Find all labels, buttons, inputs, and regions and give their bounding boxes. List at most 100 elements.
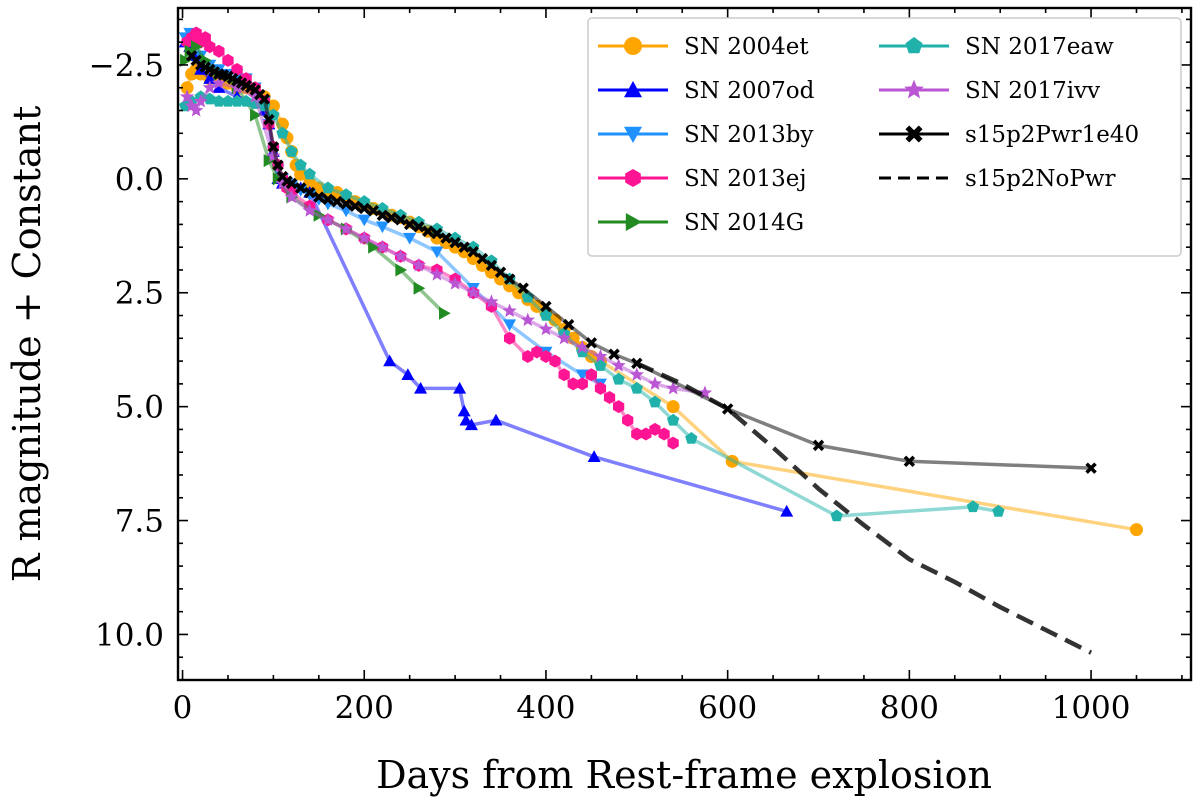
data-point-sn-2017ivv — [593, 349, 608, 363]
series-line-s15p2nopwr — [635, 361, 1093, 655]
data-point-sn-2017ivv — [202, 80, 217, 94]
data-point-sn-2017eaw — [612, 372, 625, 385]
data-point-sn-2013ej — [204, 40, 216, 54]
data-point-sn-2017ivv — [284, 189, 299, 204]
data-point-sn-2007od — [401, 368, 415, 380]
data-point-sn-2017ivv — [275, 175, 290, 190]
data-point-sn-2013ej — [199, 31, 211, 45]
data-point-sn-2017eaw — [303, 167, 316, 180]
legend-label: SN 2004et — [684, 34, 809, 60]
data-point-sn-2017ivv — [184, 98, 199, 112]
y-tick-label: 10.0 — [95, 617, 164, 653]
data-point-sn-2007od — [383, 354, 397, 367]
data-point-s15p2pwr1e40 — [458, 241, 470, 253]
y-tick-label: 5.0 — [115, 390, 164, 426]
data-point-sn-2017ivv — [666, 380, 681, 395]
series-sn-2017ivv — [179, 75, 713, 400]
data-point-sn-2013ej — [567, 377, 579, 391]
data-point-s15p2pwr1e40 — [440, 232, 452, 244]
data-point-sn-2013ej — [622, 413, 634, 427]
data-point-sn-2017ivv — [393, 248, 408, 263]
data-point-sn-2007od — [414, 381, 428, 394]
legend-label: SN 2013ej — [684, 166, 806, 192]
data-point-sn-2014g — [250, 108, 262, 122]
data-point-sn-2004et — [1129, 523, 1143, 537]
x-tick-label: 0 — [173, 690, 193, 726]
data-point-s15p2pwr1e40 — [358, 202, 370, 215]
data-point-sn-2013by — [575, 369, 589, 382]
data-point-s15p2pwr1e40 — [562, 318, 575, 331]
ticks-layer: 0 200 400 600 800 1000 −2.5 0.0 2.5 5.0 7.5 10.0 — [89, 8, 1191, 726]
data-point-sn-2014g — [413, 281, 426, 295]
data-point-sn-2017ivv — [375, 239, 390, 254]
legend-marker — [905, 125, 923, 143]
legend-label: SN 2007od — [684, 78, 815, 104]
data-point-sn-2017ivv — [629, 367, 644, 381]
legend-marker — [625, 213, 642, 231]
data-point-sn-2017ivv — [611, 358, 626, 372]
data-point-sn-2017ivv — [179, 89, 195, 103]
legend-item-sn-2013ej: SN 2013ej — [598, 166, 806, 192]
y-tick-label: 0.0 — [115, 162, 164, 198]
data-point-sn-2017ivv — [447, 276, 463, 290]
data-point-sn-2014g — [180, 53, 192, 67]
data-point-sn-2014g — [395, 263, 408, 277]
legend-label: SN 2014G — [684, 210, 804, 236]
legend-marker — [624, 37, 642, 55]
data-point-sn-2013by — [430, 246, 444, 259]
data-point-s15p2pwr1e40 — [331, 195, 343, 208]
data-point-s15p2pwr1e40 — [304, 186, 316, 199]
legend: SN 2004et SN 2007od SN 2013by SN 2013ej SN 2… — [587, 17, 1182, 257]
legend-item-sn-2017eaw: SN 2017eaw — [879, 34, 1114, 60]
data-point-s15p2pwr1e40 — [485, 259, 498, 272]
data-point-s15p2pwr1e40 — [494, 266, 507, 278]
data-point-s15p2pwr1e40 — [349, 200, 361, 212]
data-point-s15p2pwr1e40 — [403, 218, 416, 231]
data-point-sn-2007od — [194, 63, 208, 75]
data-point-sn-2013by — [503, 319, 517, 332]
data-point-sn-2013ej — [213, 44, 225, 58]
data-point-s15p2pwr1e40 — [540, 300, 552, 313]
legend-label: SN 2017ivv — [965, 78, 1100, 104]
data-point-s15p2pwr1e40 — [263, 113, 275, 126]
data-point-sn-2004et — [294, 167, 308, 181]
data-point-sn-2017eaw — [239, 94, 253, 107]
data-point-sn-2004et — [266, 99, 280, 113]
data-point-s15p2pwr1e40 — [503, 273, 516, 285]
y-axis-label: R magnitude + Constant — [5, 106, 49, 582]
data-point-s15p2pwr1e40 — [903, 455, 916, 468]
data-point-sn-2013ej — [649, 422, 661, 436]
data-point-sn-2017ivv — [466, 285, 481, 299]
data-point-sn-2017ivv — [411, 257, 426, 272]
x-tick-label: 1000 — [1052, 690, 1131, 726]
data-point-sn-2017eaw — [276, 126, 289, 139]
data-point-sn-2013ej — [503, 331, 516, 345]
data-point-sn-2013ej — [549, 354, 561, 368]
data-point-sn-2017eaw — [230, 94, 244, 107]
data-point-sn-2017ivv — [647, 376, 663, 390]
data-point-sn-2017eaw — [203, 92, 216, 105]
data-point-sn-2014g — [190, 40, 203, 54]
legend-item-sn-2013by: SN 2013by — [598, 122, 813, 148]
legend-item-sn-2017ivv: SN 2017ivv — [879, 78, 1100, 104]
data-layer — [178, 26, 1143, 655]
series-line-sn-2014g — [183, 44, 446, 315]
data-point-sn-2004et — [180, 81, 194, 95]
data-point-sn-2017ivv — [520, 312, 535, 327]
data-point-s15p2pwr1e40 — [394, 214, 407, 226]
data-point-s15p2pwr1e40 — [608, 348, 620, 360]
data-point-sn-2007od — [587, 450, 601, 462]
legend-label: SN 2013by — [684, 122, 813, 148]
data-point-s15p2pwr1e40 — [272, 159, 284, 171]
data-point-sn-2013ej — [222, 53, 234, 67]
data-point-sn-2017ivv — [302, 203, 317, 217]
data-point-sn-2013ej — [667, 436, 679, 450]
y-tick-label: 2.5 — [115, 276, 164, 312]
data-point-s15p2pwr1e40 — [367, 205, 380, 217]
data-point-sn-2017ivv — [193, 93, 208, 108]
plot-frame — [176, 6, 1193, 682]
data-point-s15p2pwr1e40 — [467, 246, 479, 258]
data-point-sn-2017ivv — [575, 339, 590, 354]
data-point-sn-2013ej — [603, 391, 616, 405]
data-point-sn-2017eaw — [221, 94, 235, 107]
